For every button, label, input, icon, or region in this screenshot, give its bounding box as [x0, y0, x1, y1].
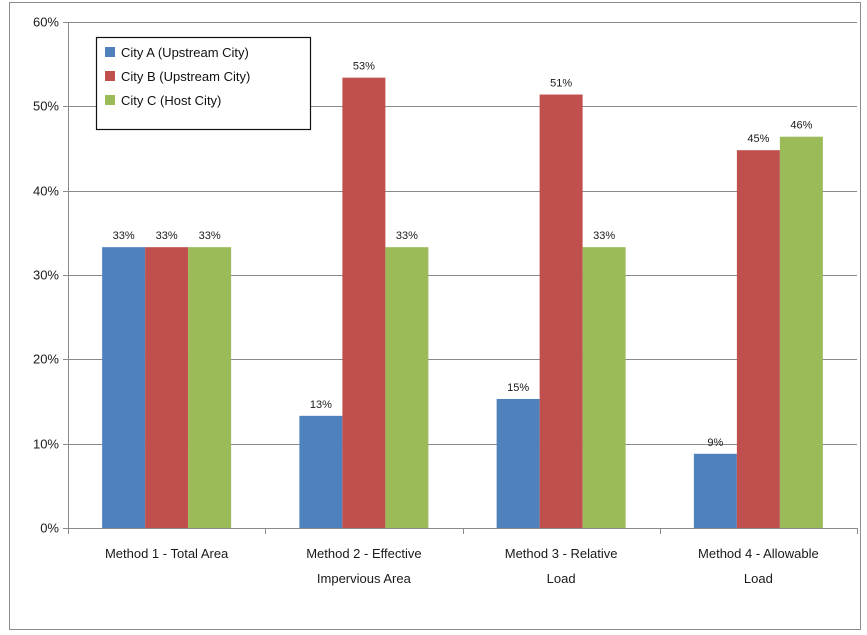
y-tick-label: 10%: [33, 437, 59, 452]
x-category-label: Impervious Area: [317, 571, 412, 586]
x-category-label: Load: [547, 571, 576, 586]
data-label: 46%: [790, 120, 812, 132]
x-category-label: Method 3 - Relative: [505, 546, 618, 561]
data-label: 33%: [113, 230, 135, 242]
data-label: 33%: [593, 230, 615, 242]
data-labels: 33% 33% 33% 13% 53% 33% 15% 51% 33% 9% 45% 46%: [113, 61, 813, 449]
bar: [102, 247, 146, 529]
bars: [102, 77, 823, 529]
legend-label: City A (Upstream City): [121, 45, 249, 60]
legend: City A (Upstream City) City B (Upstream C…: [95, 36, 312, 131]
x-category-label: Method 2 - Effective: [306, 546, 421, 561]
y-tick-label: 0%: [40, 521, 59, 536]
bar: [299, 415, 343, 528]
data-label: 9%: [707, 437, 723, 449]
x-category-label: Method 1 - Total Area: [105, 546, 229, 561]
bar: [582, 247, 626, 529]
bar: [496, 398, 540, 528]
bar: [188, 247, 232, 529]
data-label: 33%: [199, 230, 221, 242]
data-label: 15%: [507, 382, 529, 394]
legend-label: City B (Upstream City): [121, 69, 250, 84]
y-tick-label: 50%: [33, 99, 59, 114]
data-label: 45%: [747, 133, 769, 145]
data-label: 53%: [353, 61, 375, 73]
data-label: 33%: [156, 230, 178, 242]
y-tick-label: 30%: [33, 268, 59, 283]
bar: [385, 247, 429, 529]
data-label: 33%: [396, 230, 418, 242]
y-tick-label: 40%: [33, 184, 59, 199]
data-label: 13%: [310, 399, 332, 411]
legend-swatch: [105, 47, 115, 57]
legend-label: City C (Host City): [121, 93, 221, 108]
data-label: 51%: [550, 78, 572, 90]
bar: [779, 136, 823, 528]
axes: 0% 10% 20% 30% 40% 50% 60% Method 1 - Total Are…: [33, 15, 858, 586]
bar: [539, 94, 583, 528]
bar: [342, 77, 386, 528]
bar: [693, 453, 737, 528]
y-tick-label: 20%: [33, 352, 59, 367]
x-category-label: Load: [744, 571, 773, 586]
legend-box: [95, 36, 312, 131]
bar: [736, 150, 780, 529]
x-category-label: Method 4 - Allowable: [698, 546, 819, 561]
bar: [145, 247, 189, 529]
y-tick-label: 60%: [33, 15, 59, 30]
legend-swatch: [105, 71, 115, 81]
legend-swatch: [105, 95, 115, 105]
